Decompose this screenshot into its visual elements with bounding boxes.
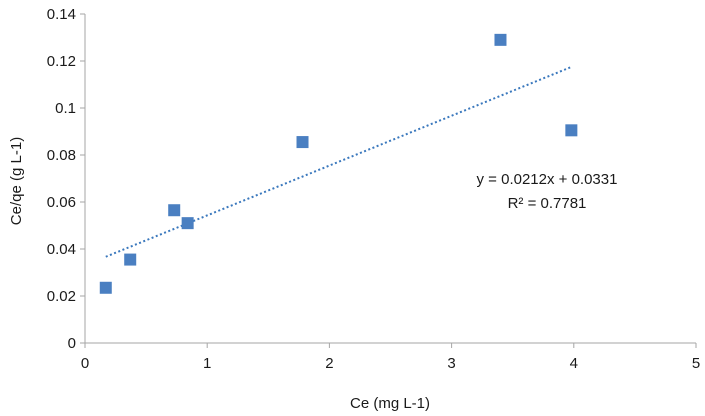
y-tick-label: 0 <box>68 335 76 352</box>
x-tick-label: 3 <box>447 355 455 372</box>
x-tick-label: 0 <box>81 355 89 372</box>
data-point <box>168 204 181 217</box>
x-axis-title: Ce (mg L-1) <box>350 395 430 412</box>
data-point <box>99 281 112 294</box>
y-tick-label: 0.04 <box>47 241 76 258</box>
y-tick-label: 0.14 <box>47 6 76 23</box>
data-point <box>494 33 507 46</box>
y-axis: 0 0.02 0.04 0.06 0.08 0.1 0.12 0.14 <box>47 6 86 352</box>
trendline-group <box>105 66 572 258</box>
data-point <box>565 124 578 137</box>
x-tick-label: 4 <box>570 355 578 372</box>
y-axis-title: Ce/qe (g L-1) <box>8 137 25 225</box>
y-tick-label: 0.12 <box>47 53 76 70</box>
data-point <box>124 253 137 266</box>
y-tick-label: 0.08 <box>47 147 76 164</box>
x-tick-label: 5 <box>692 355 700 372</box>
r-squared-label: R² = 0.7781 <box>508 195 587 212</box>
y-tick-label: 0.1 <box>55 100 76 117</box>
y-tick-label: 0.02 <box>47 288 76 305</box>
trendline <box>105 66 572 258</box>
data-point <box>296 136 309 149</box>
trendline-equation: y = 0.0212x + 0.0331 <box>477 171 618 188</box>
x-tick-label: 2 <box>325 355 333 372</box>
x-tick-label: 1 <box>203 355 211 372</box>
data-points <box>99 33 578 294</box>
x-axis: 0 1 2 3 4 5 <box>81 342 700 372</box>
data-point <box>181 217 194 230</box>
y-tick-label: 0.06 <box>47 194 76 211</box>
